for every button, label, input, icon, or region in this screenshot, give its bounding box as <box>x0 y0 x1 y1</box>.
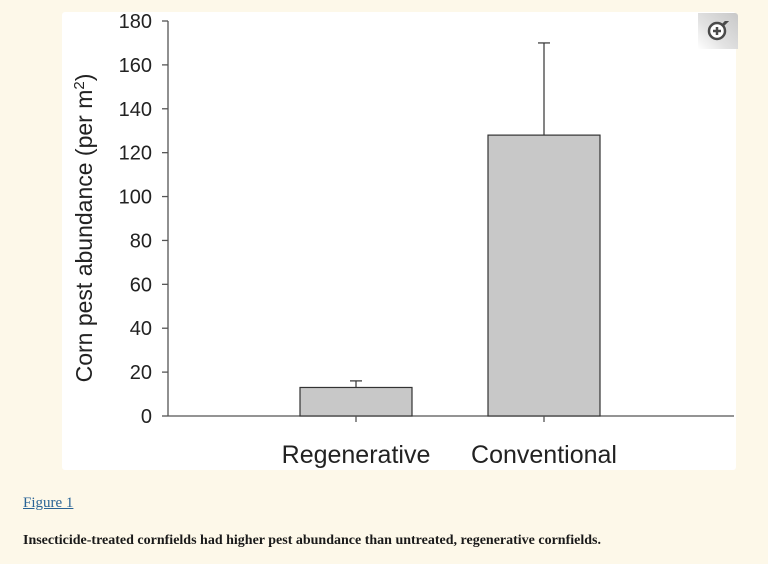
x-category-label: Conventional <box>471 441 617 469</box>
figure-caption: Insecticide-treated cornfields had highe… <box>23 533 601 548</box>
y-tick-label: 140 <box>119 99 152 121</box>
y-tick-label: 60 <box>130 274 152 296</box>
y-axis-title: Corn pest abundance (per m2) <box>71 74 98 383</box>
y-tick-label: 100 <box>119 187 152 209</box>
y-tick-label: 20 <box>130 362 152 384</box>
magnifier-plus-icon <box>707 21 729 41</box>
y-tick-label: 80 <box>130 230 152 252</box>
figure-panel: 0 20 40 60 80 100 120 140 160 180 Regenerative Con… <box>62 12 736 470</box>
chart-bars <box>299 42 601 417</box>
chart-x-categories: Regenerative Conventional <box>282 416 617 469</box>
y-tick-label: 160 <box>119 55 152 77</box>
chart-axes <box>167 21 734 417</box>
zoom-button[interactable] <box>698 13 738 49</box>
bar-conventional <box>487 134 601 417</box>
y-tick-label: 120 <box>119 143 152 165</box>
y-tick-label: 0 <box>141 406 152 428</box>
bar-chart: 0 20 40 60 80 100 120 140 160 180 Regenerative Con… <box>71 12 734 469</box>
chart-y-ticks: 0 20 40 60 80 100 120 140 160 180 <box>119 12 168 428</box>
y-tick-label: 40 <box>130 318 152 340</box>
y-tick-label: 180 <box>119 12 152 33</box>
bar-regenerative <box>299 386 413 417</box>
x-category-label: Regenerative <box>282 441 431 469</box>
figure-link[interactable]: Figure 1 <box>23 495 74 511</box>
